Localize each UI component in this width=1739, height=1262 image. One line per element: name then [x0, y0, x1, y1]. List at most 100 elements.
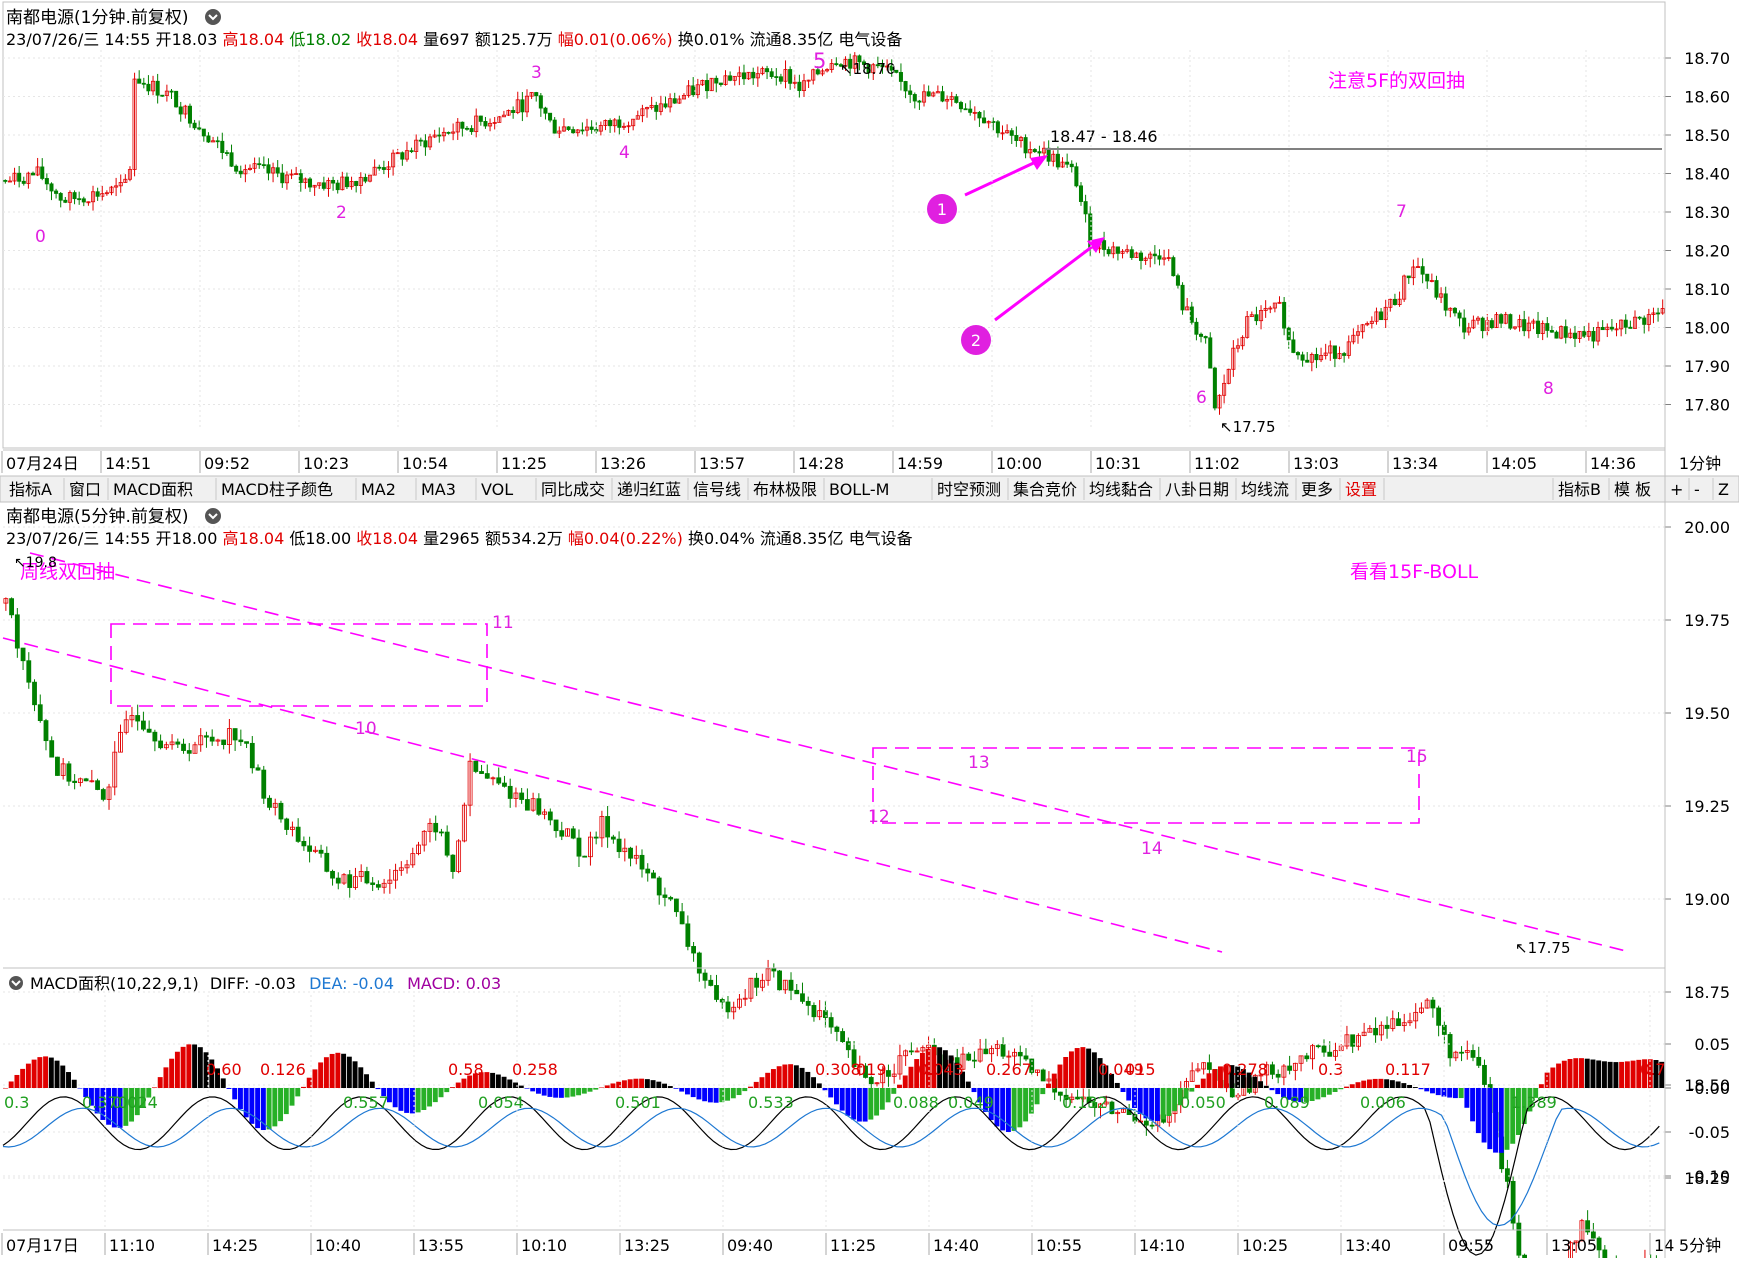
macd-green-area-label: 0.049 — [948, 1093, 994, 1112]
macd-bar — [1435, 1088, 1441, 1096]
toolbar-right-button[interactable]: 模 板 — [1608, 478, 1651, 500]
macd-green-area-label: 0.557 — [343, 1093, 389, 1112]
candle-body — [515, 99, 520, 113]
macd-bar — [616, 1081, 622, 1088]
toolbar-button[interactable]: 集合竞价 — [1013, 478, 1085, 500]
candle-body — [1037, 151, 1042, 154]
toolbar-button[interactable]: VOL — [481, 478, 537, 500]
candle-body — [1106, 249, 1111, 255]
candle-body — [686, 85, 691, 96]
candle-body — [1476, 1056, 1482, 1066]
toolbar-right-button[interactable]: Z — [1712, 478, 1729, 500]
macd-bar — [1326, 1088, 1332, 1095]
macd-bar — [1269, 1088, 1275, 1091]
quote-segment: 18.00 — [305, 529, 356, 548]
candle-body — [806, 79, 811, 82]
macd-red-area-label: 0.58 — [448, 1060, 484, 1079]
candle-body — [163, 744, 169, 749]
candle-body — [1083, 201, 1088, 215]
macd-bar — [983, 1088, 988, 1112]
macd-bar — [484, 1072, 490, 1088]
toolbar-button[interactable]: 均线流 — [1241, 478, 1297, 500]
candle-body — [169, 90, 174, 93]
toolbar-button[interactable]: MA2 — [361, 478, 417, 500]
macd-bar — [942, 1050, 948, 1088]
price-tick-label: 18.10 — [1684, 280, 1730, 299]
macd-period[interactable]: 5分钟 — [1679, 1236, 1721, 1255]
candle-body — [175, 741, 181, 745]
candle-body — [894, 69, 899, 73]
candle-body — [1321, 1045, 1327, 1053]
candle-body — [318, 849, 324, 854]
candle-body — [897, 1055, 903, 1075]
toolbar-button[interactable]: BOLL-M — [829, 478, 933, 500]
candle-body — [307, 845, 313, 852]
candle-body — [848, 58, 853, 69]
candle-body — [118, 731, 123, 753]
quote-segment: 收 — [356, 30, 372, 49]
candle-body — [741, 72, 746, 80]
macd-bar — [1498, 1088, 1504, 1153]
panel-5min-low-label: ↖17.75 — [1515, 939, 1571, 957]
candle-body — [450, 854, 456, 872]
macd-bar — [472, 1073, 478, 1088]
macd-bar — [633, 1078, 639, 1088]
toolbar-button[interactable]: 窗口 — [69, 478, 109, 500]
candle-body — [1397, 298, 1402, 306]
candle-body — [1092, 1102, 1098, 1108]
macd-bar — [1040, 1088, 1046, 1095]
consolidation-box-2 — [872, 747, 1420, 824]
toolbar-button[interactable]: 递归红蓝 — [617, 478, 689, 500]
candle-body — [1069, 1096, 1075, 1100]
candle-body — [774, 76, 779, 78]
consolidation-box-1 — [110, 623, 488, 707]
macd-bar — [960, 1071, 966, 1088]
toolbar-button[interactable]: MACD柱子颜色 — [221, 478, 357, 500]
panel-5min-settings-icon[interactable] — [205, 508, 221, 524]
panel-1min-period[interactable]: 1分钟 — [1679, 454, 1721, 473]
candle-body — [631, 118, 636, 127]
candle-body — [1138, 252, 1144, 261]
macd-bar — [891, 1088, 897, 1094]
candle-body — [576, 837, 582, 857]
candle-body — [186, 750, 192, 754]
toolbar-button[interactable]: 均线黏合 — [1089, 478, 1161, 500]
candle-body — [60, 763, 66, 776]
candle-body — [1254, 314, 1259, 322]
toolbar-right-button[interactable]: - — [1688, 478, 1700, 500]
toolbar-button[interactable]: 更多 — [1301, 478, 1341, 500]
candle-body — [221, 739, 227, 745]
macd-bar — [759, 1077, 765, 1088]
macd-bar — [593, 1088, 599, 1090]
macd-bar — [1246, 1072, 1252, 1088]
toolbar-button[interactable]: 八卦日期 — [1165, 478, 1237, 500]
toolbar-button[interactable]: 时空预测 — [937, 478, 1009, 500]
candle-body — [3, 598, 9, 604]
candle-body — [889, 65, 894, 71]
toolbar-button[interactable]: 同比成交 — [541, 478, 613, 500]
macd-bar — [1000, 1088, 1006, 1131]
toolbar-button[interactable]: 信号线 — [693, 478, 749, 500]
candle-body — [444, 831, 450, 856]
macd-bars — [3, 1044, 1665, 1153]
macd-bar — [1527, 1088, 1533, 1112]
macd-settings-icon[interactable] — [9, 976, 23, 990]
macd-bar — [977, 1088, 983, 1103]
candle-body — [565, 828, 570, 837]
toolbar-right-button[interactable]: 指标B — [1552, 478, 1601, 500]
macd-green-area-label: 0.3 — [4, 1093, 29, 1112]
candle-body — [358, 871, 364, 878]
candle-body — [1217, 394, 1222, 409]
macd-bar — [1023, 1088, 1029, 1122]
time-tick-label: 14:28 — [798, 454, 844, 473]
toolbar-button[interactable]: MACD面积 — [113, 478, 217, 500]
toolbar-button[interactable]: 指标A — [9, 478, 65, 500]
macd-bar — [948, 1055, 954, 1088]
toolbar-button[interactable]: MA3 — [421, 478, 477, 500]
macd-bar — [163, 1067, 169, 1088]
toolbar-button[interactable]: 设置 — [1345, 478, 1385, 500]
panel-1min-settings-icon[interactable] — [205, 9, 221, 25]
toolbar-right-label: Z — [1718, 480, 1729, 499]
macd-bar — [1590, 1059, 1596, 1088]
toolbar-button[interactable]: 布林极限 — [753, 478, 825, 500]
